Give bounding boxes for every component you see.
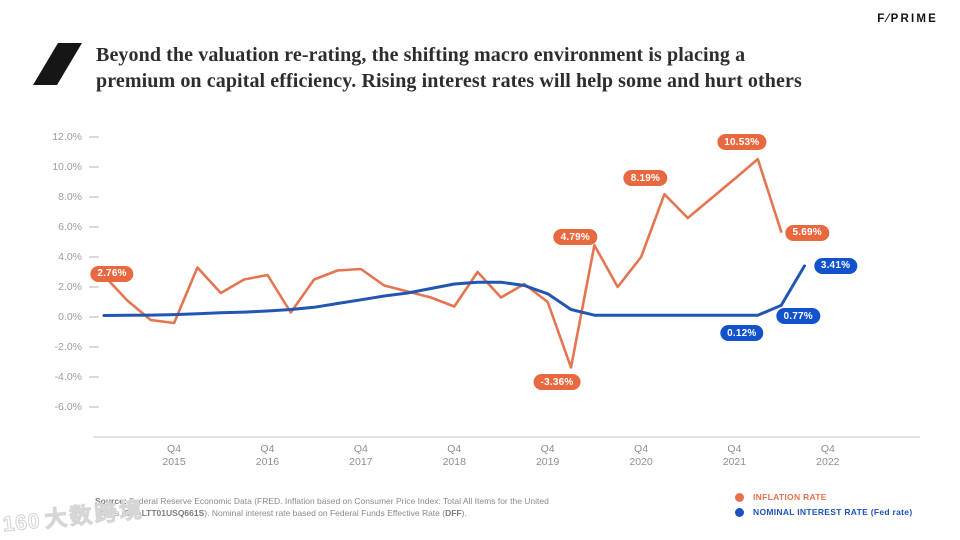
x-axis-tick-label: Q4 2021 (722, 443, 747, 468)
watermark-logo: 160 (1, 509, 42, 537)
y-axis-tick-label: -4.0% (54, 371, 82, 383)
source-bold-text: Source: (95, 496, 130, 506)
y-axis-tick-mark (89, 136, 99, 138)
y-axis-tick-mark (89, 166, 99, 168)
y-axis-tick-label: 0.0% (58, 311, 82, 323)
nominal-data-label: 0.77% (776, 308, 820, 325)
source-bold-text: CPALTT01USQ661S (124, 507, 205, 518)
source-text: Federal Reserve Economic Data (FRED. Inf… (95, 496, 549, 518)
y-axis-tick-label: -2.0% (54, 341, 82, 353)
inflation-data-label: 5.69% (785, 224, 829, 241)
source-text: ). (461, 507, 467, 518)
legend-item-nominal: NOMINAL INTEREST RATE (Fed rate) (735, 507, 912, 517)
y-axis-tick-mark (89, 256, 99, 258)
inflation-data-label: 8.19% (623, 170, 668, 187)
inflation-data-label: 10.53% (717, 134, 767, 151)
nominal-data-label: 3.41% (813, 257, 858, 274)
nominal-data-label: 0.12% (720, 325, 764, 342)
y-axis-tick-mark (89, 226, 99, 228)
nominal-rate-line (102, 264, 806, 317)
legend-label: NOMINAL INTEREST RATE (Fed rate) (753, 507, 913, 517)
legend-item-inflation: INFLATION RATE (735, 492, 912, 502)
inflation-rate-line (102, 157, 783, 369)
legend-dot-icon (735, 507, 744, 517)
y-axis-tick-label: 10.0% (52, 161, 82, 173)
y-axis-tick-mark (89, 376, 99, 378)
chart-legend: INFLATION RATE NOMINAL INTEREST RATE (Fed… (735, 492, 912, 522)
x-axis-tick-label: Q4 2020 (629, 443, 653, 468)
x-axis-line (93, 436, 920, 438)
y-axis-tick-label: 4.0% (58, 251, 82, 263)
source-note: Source: Federal Reserve Economic Data (F… (95, 496, 553, 519)
y-axis-tick-mark (89, 406, 99, 408)
x-axis-tick-label: Q4 2015 (162, 443, 186, 468)
y-axis-tick-label: 6.0% (58, 221, 82, 233)
inflation-data-label: 2.76% (90, 265, 134, 282)
y-axis-tick-label: -6.0% (54, 401, 82, 413)
source-bold-text: DFF (445, 507, 462, 518)
legend-dot-icon (735, 492, 744, 502)
x-axis-tick-label: Q4 2022 (816, 443, 840, 468)
y-axis-tick-mark (89, 346, 99, 348)
y-axis-tick-label: 12.0% (52, 131, 82, 143)
x-axis-tick-label: Q4 2018 (442, 443, 466, 468)
x-axis-tick-label: Q4 2016 (255, 443, 280, 468)
page-title-line1: Beyond the valuation re-rating, the shif… (96, 44, 746, 66)
fprime-logo: F⁄PRIME (877, 13, 938, 25)
x-axis-tick-label: Q4 2017 (349, 443, 373, 468)
y-axis-tick-mark (89, 316, 99, 318)
page-title: Beyond the valuation re-rating, the shif… (96, 42, 906, 94)
y-axis-tick-mark (89, 196, 99, 198)
page-title-line2: premium on capital efficiency. Rising in… (96, 70, 802, 92)
y-axis-tick-mark (89, 286, 99, 288)
inflation-data-label: 4.79% (553, 229, 598, 246)
legend-label: INFLATION RATE (753, 492, 827, 502)
source-text: ). Nominal interest rate based on Federa… (204, 507, 446, 518)
y-axis-tick-label: 8.0% (58, 191, 82, 203)
y-axis-tick-label: 2.0% (58, 281, 82, 293)
x-axis-tick-label: Q4 2019 (535, 443, 560, 468)
inflation-data-label: -3.36% (533, 374, 581, 391)
